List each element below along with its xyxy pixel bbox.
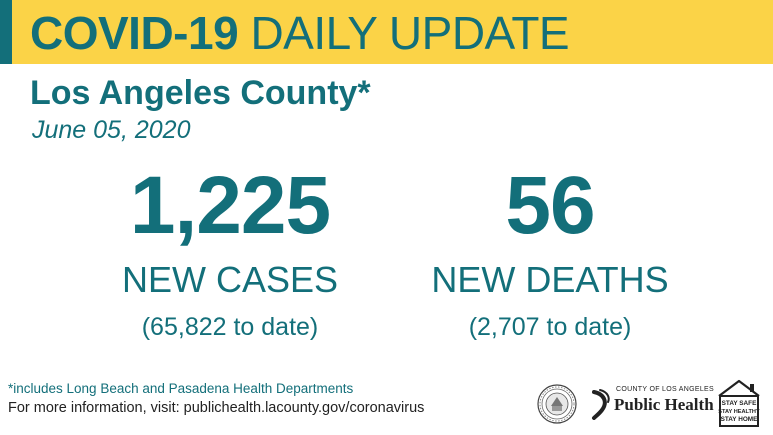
public-health-county-text: COUNTY OF LOS ANGELES bbox=[616, 386, 714, 393]
county-name: Los Angeles County* bbox=[30, 74, 371, 112]
banner-accent-bar bbox=[0, 0, 12, 64]
new-deaths-stat: 56 NEW DEATHS (2,707 to date) bbox=[400, 164, 700, 342]
public-health-text: Public Health bbox=[614, 395, 714, 414]
footnote: *includes Long Beach and Pasadena Health… bbox=[8, 381, 354, 396]
new-cases-value: 1,225 bbox=[129, 160, 331, 251]
stay-safe-badge-icon: STAY SAFE STAY HEALTHY STAY HOME bbox=[718, 379, 760, 427]
public-health-logo: COUNTY OF LOS ANGELES Public Health bbox=[590, 384, 714, 424]
public-health-mark-icon bbox=[592, 389, 610, 420]
cases-to-date: (65,822 to date) bbox=[141, 313, 319, 341]
more-info-text: For more information, visit: publichealt… bbox=[8, 400, 425, 416]
new-cases-stat: 1,225 NEW CASES (65,822 to date) bbox=[90, 164, 370, 342]
header-banner: COVID-19 DAILY UPDATE bbox=[0, 0, 773, 64]
new-deaths-value: 56 bbox=[505, 160, 595, 251]
stay-line-2: STAY HEALTHY bbox=[718, 409, 760, 415]
banner-title-rest: DAILY UPDATE bbox=[250, 7, 570, 59]
banner-title-bold: COVID-19 bbox=[30, 7, 239, 59]
new-deaths-label: NEW DEATHS bbox=[431, 259, 669, 300]
county-seal-icon bbox=[537, 384, 577, 424]
new-cases-label: NEW CASES bbox=[121, 259, 339, 300]
deaths-to-date: (2,707 to date) bbox=[468, 313, 632, 341]
stay-line-1: STAY SAFE bbox=[722, 400, 757, 407]
stay-line-3: STAY HOME bbox=[721, 416, 759, 423]
banner-title: COVID-19 DAILY UPDATE bbox=[30, 6, 570, 60]
report-date: June 05, 2020 bbox=[32, 116, 191, 144]
